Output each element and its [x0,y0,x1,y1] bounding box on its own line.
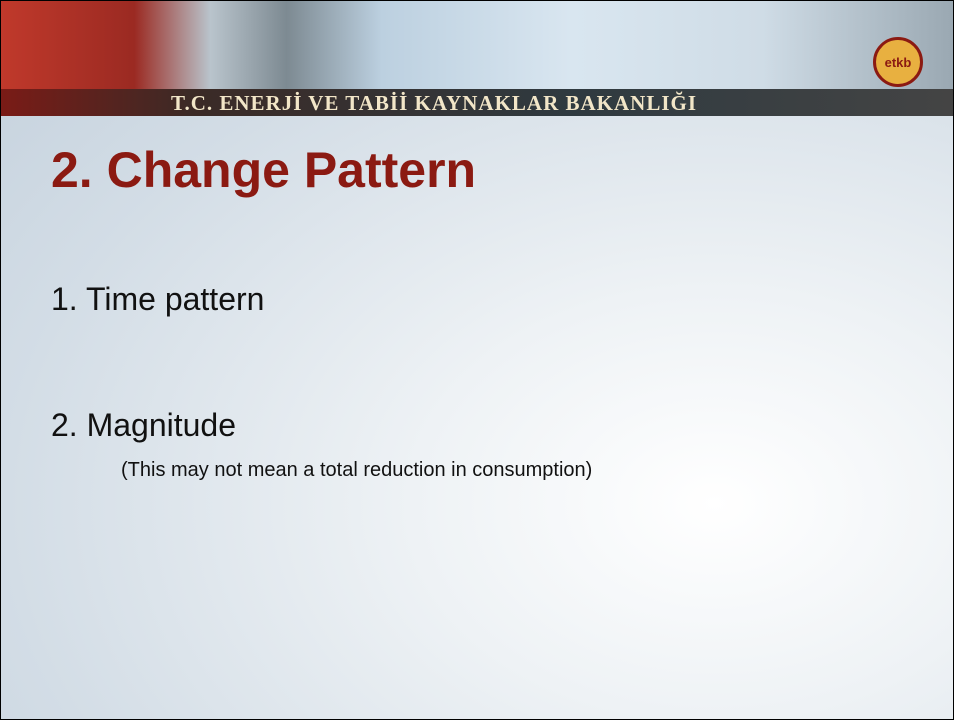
banner-strip [1,89,953,116]
list-item: 2. Magnitude [51,407,237,443]
slide-title: 2. Change Pattern [51,142,477,198]
list-item: 1. Time pattern [51,281,265,317]
banner-text: T.C. ENERJİ VE TABİİ KAYNAKLAR BAKANLIĞI [171,91,698,115]
logo: etkb [873,37,923,87]
list-note: (This may not mean a total reduction in … [121,459,593,481]
